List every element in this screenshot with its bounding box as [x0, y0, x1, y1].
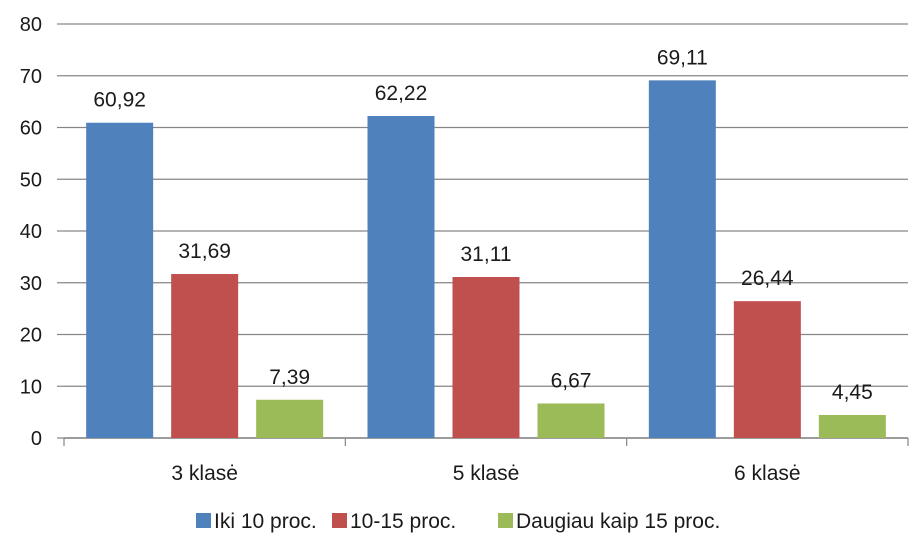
data-label-1-2: 26,44	[741, 267, 794, 290]
data-label-2-0: 7,39	[269, 366, 310, 389]
y-tick-label-0: 0	[31, 428, 42, 450]
data-label-1-1: 31,11	[461, 243, 512, 266]
data-label-0-1: 62,22	[375, 82, 428, 105]
bar-0-1	[367, 116, 435, 438]
legend-label-0: Iki 10 proc.	[214, 510, 317, 533]
legend-swatch-1	[332, 513, 347, 528]
legend: Iki 10 proc. 10-15 proc. Daugiau kaip 15 p…	[196, 510, 720, 533]
x-axis-categories: 3 klasė 5 klasė 6 klasė	[171, 462, 800, 485]
bar-1-1	[452, 277, 520, 438]
bar-0-0	[86, 122, 154, 438]
data-label-2-1: 6,67	[551, 369, 592, 392]
bar-2-1	[537, 403, 605, 438]
bars	[86, 80, 886, 439]
bar-0-2	[648, 80, 716, 439]
legend-label-2: Daugiau kaip 15 proc.	[516, 510, 720, 533]
bar-1-0	[171, 274, 239, 438]
legend-label-1: 10-15 proc.	[350, 510, 456, 533]
y-tick-label-20: 20	[20, 325, 42, 347]
y-tick-label-40: 40	[20, 221, 42, 243]
category-label-0: 3 klasė	[171, 462, 238, 485]
data-label-2-2: 4,45	[832, 381, 873, 404]
y-tick-label-50: 50	[20, 169, 42, 191]
data-label-0-0: 60,92	[93, 89, 146, 112]
bar-1-2	[733, 301, 801, 438]
y-tick-label-30: 30	[20, 273, 42, 295]
legend-swatch-0	[196, 513, 211, 528]
legend-swatch-2	[498, 513, 513, 528]
y-tick-label-10: 10	[20, 376, 42, 398]
y-tick-label-70: 70	[20, 66, 42, 88]
y-tick-label-80: 80	[20, 14, 42, 36]
data-labels: 60,92 31,69 7,39 62,22 31,11 6,67 69,11 26,44 4,…	[93, 46, 872, 404]
bar-2-2	[818, 414, 886, 438]
y-tick-label-60: 60	[20, 118, 42, 140]
category-label-2: 6 klasė	[734, 462, 801, 485]
category-label-1: 5 klasė	[453, 462, 520, 485]
bar-2-0	[256, 399, 324, 438]
data-label-0-2: 69,11	[657, 46, 708, 69]
data-label-1-0: 31,69	[178, 240, 231, 263]
